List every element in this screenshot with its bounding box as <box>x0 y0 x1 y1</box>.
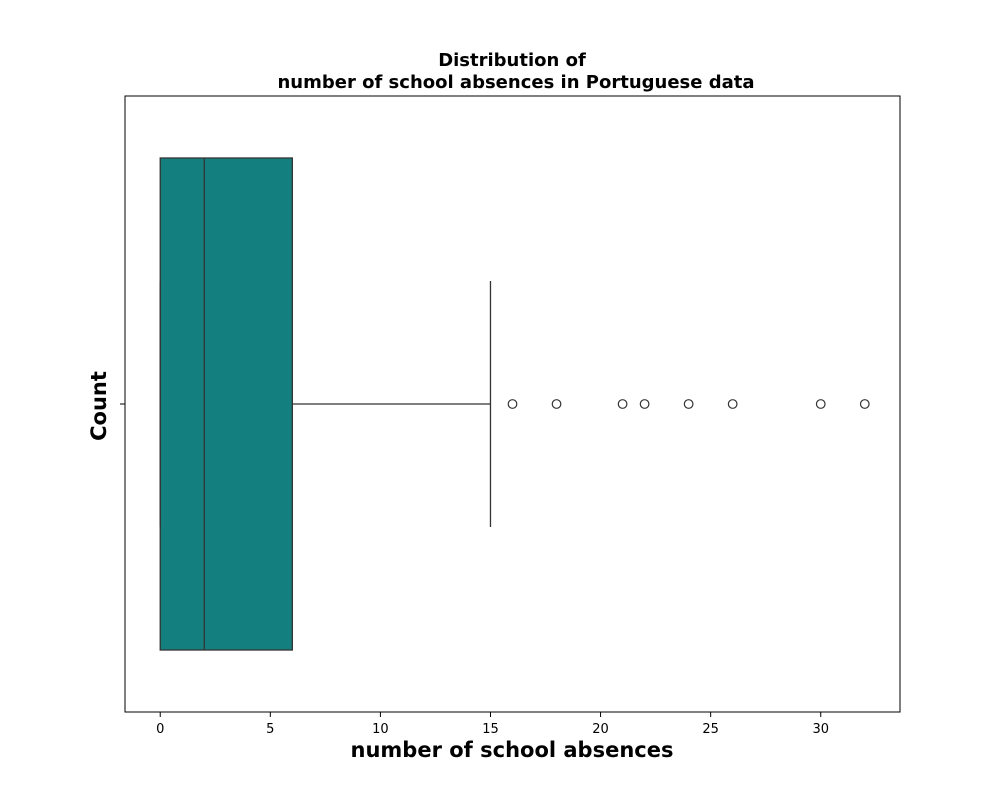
outlier-point <box>683 399 694 409</box>
x-axis-label: number of school absences <box>351 738 674 762</box>
outlier-point <box>727 399 738 409</box>
outlier-point <box>507 399 518 409</box>
chart-title-line-1: Distribution of <box>438 50 586 71</box>
x-tick-label: 15 <box>482 722 499 737</box>
outlier-point <box>815 399 826 409</box>
x-tick-label: 30 <box>812 722 829 737</box>
x-axis-ticks: 0 5 10 15 20 25 30 <box>156 712 829 737</box>
outlier-point <box>551 399 562 409</box>
x-tick-label: 25 <box>702 722 719 737</box>
outlier-point <box>859 399 870 409</box>
x-tick-label: 5 <box>266 722 274 737</box>
chart-title-line-2: number of school absences in Portuguese … <box>277 72 754 93</box>
plot-layer <box>159 157 870 651</box>
outlier-point <box>617 399 628 409</box>
iqr-box <box>159 157 293 651</box>
x-tick-label: 0 <box>156 722 164 737</box>
x-tick-label: 10 <box>372 722 389 737</box>
x-tick-label: 20 <box>592 722 609 737</box>
outlier-point <box>639 399 650 409</box>
y-axis-label: Count <box>87 371 111 441</box>
